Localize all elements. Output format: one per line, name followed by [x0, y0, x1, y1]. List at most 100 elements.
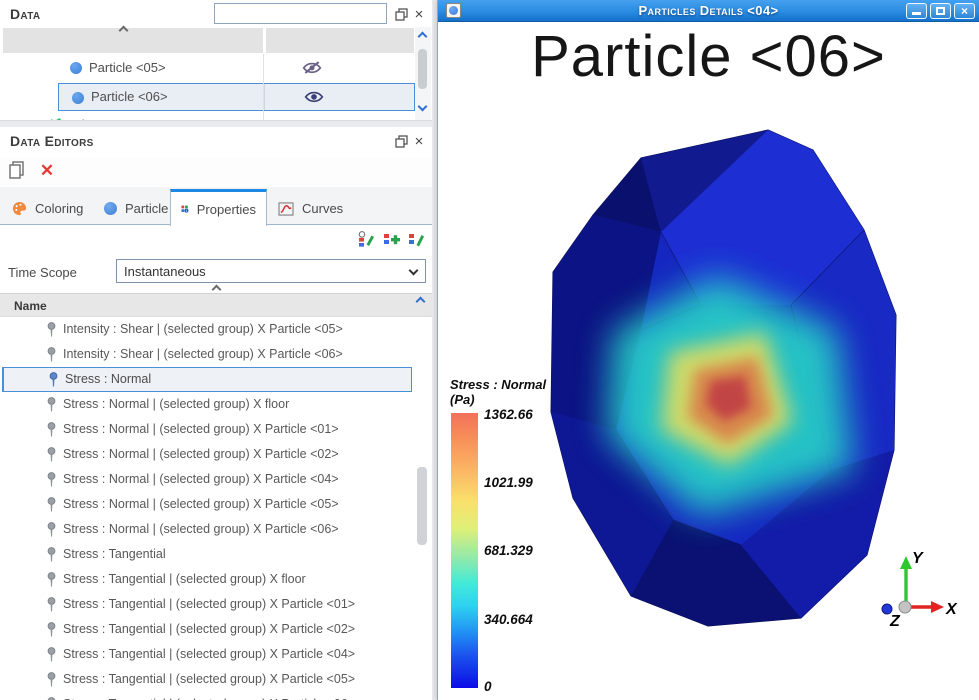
scrollbar-thumb[interactable]: [418, 49, 427, 89]
tree-row-particle-05[interactable]: Particle <05>: [0, 54, 415, 82]
list-item[interactable]: Stress : Normal | (selected group) X Par…: [0, 417, 432, 442]
list-item[interactable]: Stress : Normal | (selected group) X Par…: [0, 467, 432, 492]
axis-triad: X Y Z: [881, 549, 959, 631]
scroll-down-icon[interactable]: [417, 101, 428, 112]
list-item[interactable]: Intensity : Shear | (selected group) X P…: [0, 342, 432, 367]
tree-row-joints[interactable]: Joints: [0, 111, 415, 120]
tab-particle[interactable]: Particle: [94, 193, 178, 224]
colorbar-gradient: [451, 413, 478, 688]
list-item[interactable]: Stress : Tangential | (selected group) X…: [0, 642, 432, 667]
list-item[interactable]: Stress : Tangential: [0, 542, 432, 567]
pin-icon: [48, 372, 59, 391]
particle-icon: [72, 92, 84, 104]
window-icon: [446, 3, 461, 18]
list-item[interactable]: Stress : Tangential | (selected group) X…: [0, 692, 432, 700]
list-item[interactable]: Stress : Tangential | (selected group) X…: [0, 592, 432, 617]
time-scope-value: Instantaneous: [124, 264, 206, 279]
colorbar-unit: (Pa): [450, 392, 475, 407]
data-search-input[interactable]: [214, 3, 387, 24]
eye-off-icon[interactable]: [302, 60, 322, 78]
pin-icon: [46, 522, 57, 541]
window-title: Particles Details <04>: [638, 3, 779, 18]
duplicate-icon[interactable]: [8, 161, 28, 181]
float-icon: [394, 134, 408, 148]
close-button[interactable]: ×: [954, 3, 975, 19]
pin-icon: [46, 497, 57, 516]
list-item[interactable]: Stress : Normal | (selected group) X Par…: [0, 492, 432, 517]
property-actions: [358, 231, 428, 251]
data-editors-float-button[interactable]: [392, 132, 410, 150]
hotspot-core: [706, 376, 751, 421]
colorbar-title: Stress : Normal (Pa): [450, 377, 546, 407]
close-icon: ×: [960, 4, 968, 18]
particle-icon: [70, 62, 82, 74]
minimize-button[interactable]: [906, 3, 927, 19]
properties-icon: i: [181, 205, 189, 213]
tab-label: Properties: [196, 201, 256, 217]
minimize-icon: [912, 12, 921, 15]
tab-curves[interactable]: Curves: [268, 193, 356, 224]
tab-coloring[interactable]: Coloring: [2, 193, 93, 224]
colorbar-tick: 340.664: [484, 612, 533, 627]
data-tree-scrollbar[interactable]: [415, 27, 431, 120]
list-item[interactable]: Stress : Normal | (selected group) X flo…: [0, 392, 432, 417]
scroll-up-icon[interactable]: [417, 31, 428, 42]
remove-icon[interactable]: ✕: [39, 161, 55, 180]
tree-row-label: Particle <05>: [89, 60, 166, 75]
pin-icon: [46, 347, 57, 366]
list-item[interactable]: Stress : Normal | (selected group) X Par…: [0, 442, 432, 467]
tab-label: Coloring: [35, 201, 84, 216]
data-panel-title: Data: [10, 6, 41, 22]
add-property-icon[interactable]: [383, 231, 401, 249]
eye-icon[interactable]: [304, 89, 324, 107]
float-icon: [394, 7, 408, 21]
data-panel: Data × Particle <05> Parti: [0, 0, 432, 121]
viewer-titlebar[interactable]: Particles Details <04> ×: [438, 0, 979, 22]
tab-properties[interactable]: i Properties: [170, 189, 267, 226]
list-item[interactable]: Intensity : Shear | (selected group) X P…: [0, 317, 432, 342]
colorbar-tick: 0: [484, 679, 492, 694]
pin-icon: [46, 647, 57, 666]
column-divider: [263, 54, 264, 120]
editors-toolbar: ✕: [0, 157, 432, 185]
tree-column-header-name[interactable]: [3, 28, 263, 53]
tree-row-particle-06-selected[interactable]: Particle <06>: [58, 83, 415, 111]
pin-icon: [46, 572, 57, 591]
list-item[interactable]: Stress : Tangential | (selected group) X…: [0, 667, 432, 692]
tab-label: Curves: [302, 201, 344, 216]
particle-facets: [551, 130, 896, 626]
pin-icon: [46, 472, 57, 491]
pin-icon: [46, 447, 57, 466]
joints-icon: [46, 116, 63, 120]
edit-time-property-icon[interactable]: [358, 231, 376, 249]
z-axis-label: Z: [889, 613, 901, 630]
list-item-selected[interactable]: Stress : Normal: [2, 367, 412, 392]
list-item[interactable]: Stress : Normal | (selected group) X Par…: [0, 517, 432, 542]
data-editors-close-button[interactable]: ×: [414, 132, 424, 150]
list-item[interactable]: Stress : Tangential | (selected group) X…: [0, 567, 432, 592]
tab-label: Particle: [125, 201, 169, 216]
data-panel-float-button[interactable]: [392, 5, 410, 23]
tree-row-label: Particle <06>: [91, 89, 168, 104]
data-panel-close-button[interactable]: ×: [414, 5, 424, 23]
list-item[interactable]: Stress : Tangential | (selected group) X…: [0, 617, 432, 642]
x-axis-label: X: [945, 601, 958, 618]
pin-icon: [46, 622, 57, 641]
tree-row-label: Joints: [68, 117, 102, 120]
name-column-header[interactable]: Name: [0, 293, 432, 317]
particle-3d-view[interactable]: X Y Z: [438, 0, 979, 700]
data-editors-panel: Data Editors × ✕ Coloring: [0, 127, 432, 700]
tree-column-header-visibility[interactable]: [266, 28, 414, 53]
colorbar-title-text: Stress : Normal: [450, 377, 547, 392]
maximize-button[interactable]: [930, 3, 951, 19]
time-scope-label: Time Scope: [8, 265, 77, 280]
time-scope-select[interactable]: Instantaneous: [116, 259, 426, 283]
y-axis-label: Y: [912, 550, 924, 567]
edit-property-icon[interactable]: [408, 231, 426, 249]
colorbar-tick: 1021.99: [484, 475, 533, 490]
pin-icon: [46, 422, 57, 441]
viewport-heading: Particle <06>: [531, 24, 886, 89]
pin-icon: [46, 397, 57, 416]
list-scrollbar-thumb[interactable]: [417, 467, 427, 545]
